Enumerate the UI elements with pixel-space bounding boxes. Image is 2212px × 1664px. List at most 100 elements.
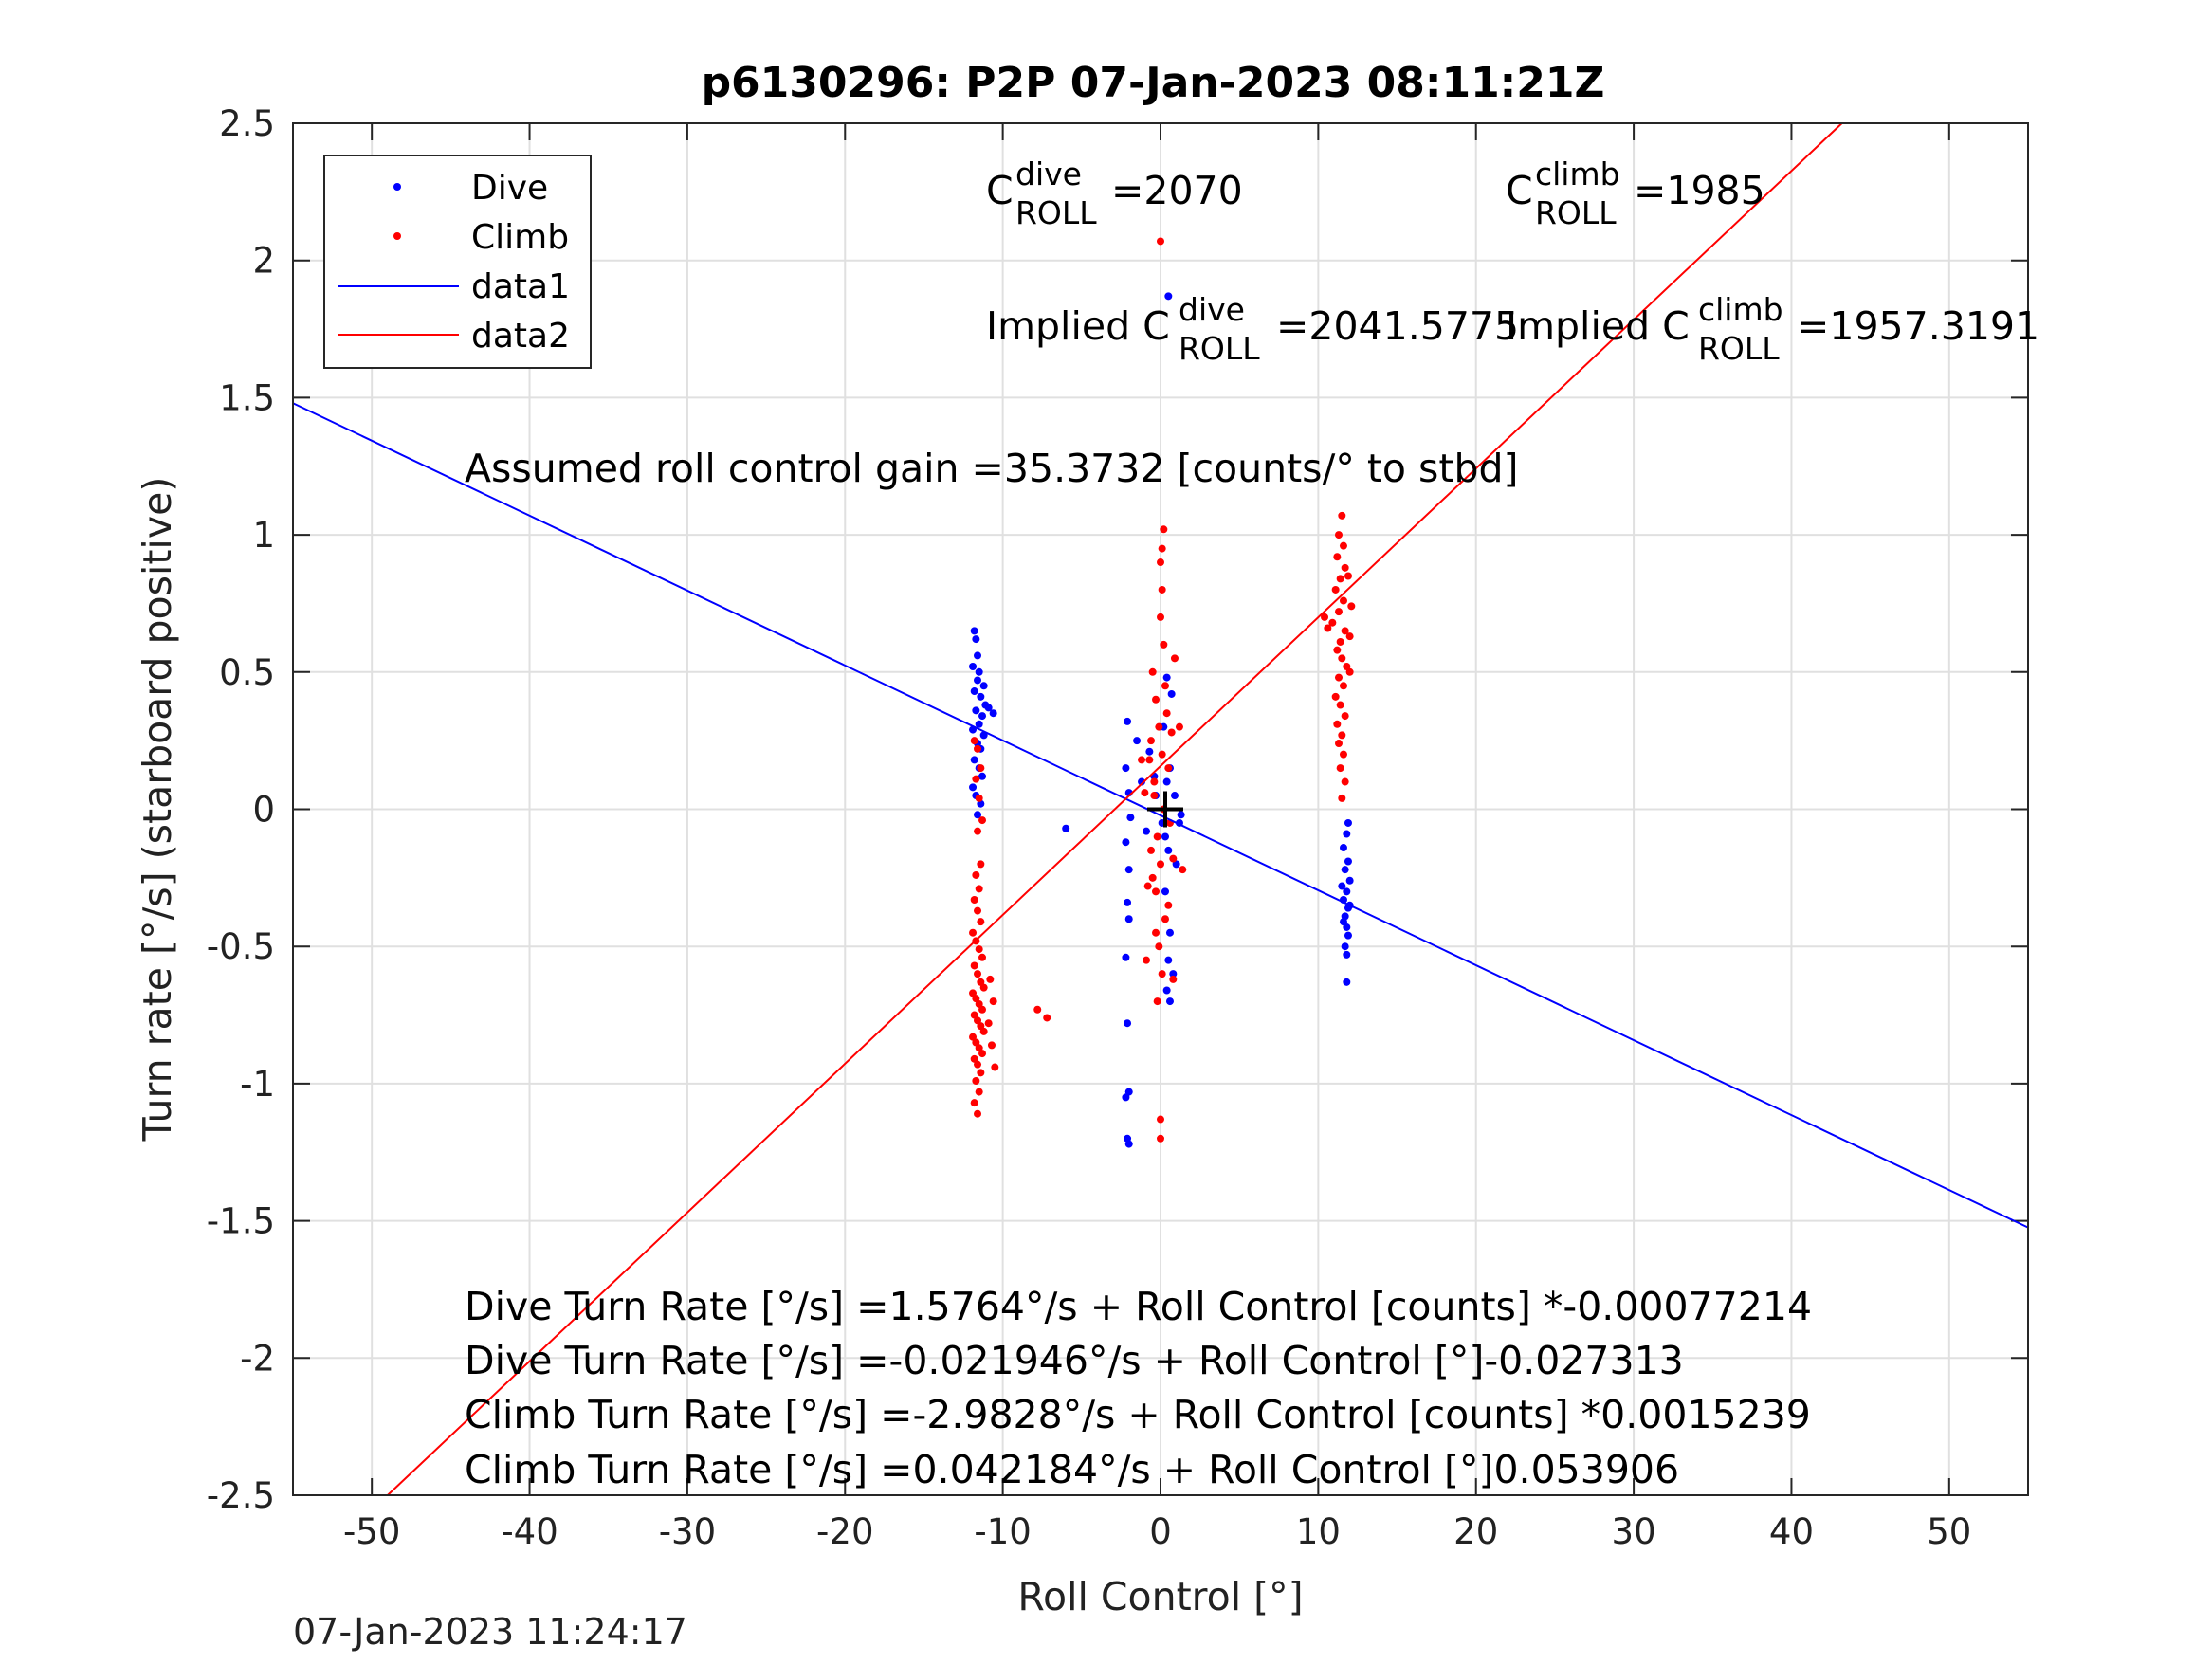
dive-point <box>1138 777 1146 786</box>
annot-implied-climb: Implied C climb ROLL =1957.3191 <box>1506 284 2039 369</box>
dive-point <box>1170 792 1179 800</box>
dive-point <box>1344 818 1352 827</box>
climb-point <box>1157 860 1164 869</box>
climb-point <box>1158 544 1166 553</box>
x-tick-label: -40 <box>501 1511 558 1552</box>
climb-point <box>978 953 987 961</box>
climb-point <box>1143 956 1151 964</box>
legend-dive-label: Dive <box>471 169 548 208</box>
climb-point <box>975 794 983 802</box>
dive-point <box>1161 832 1169 841</box>
climb-point <box>1153 832 1161 841</box>
climb-point <box>975 885 983 893</box>
climb-point <box>969 928 978 937</box>
annot-climb-croll-value: =1985 <box>1634 168 1765 213</box>
fit-line-data2 <box>387 122 1843 1496</box>
climb-point <box>1175 722 1183 731</box>
annot-implied-dive-value: =2041.5775 <box>1276 303 1519 349</box>
climb-point <box>979 1027 988 1035</box>
dive-point <box>1124 898 1132 906</box>
dive-point <box>1343 923 1351 931</box>
annotations <box>1146 791 1183 828</box>
annot-implied-climb-sup: climb <box>1698 291 1783 328</box>
dive-point <box>974 676 982 685</box>
annot-climb-croll-sup: climb <box>1535 155 1620 192</box>
climb-point <box>1033 1005 1042 1014</box>
annot-implied-dive-base: Implied C <box>986 303 1170 349</box>
dive-point <box>972 635 980 644</box>
climb-point <box>1336 764 1344 773</box>
dive-point <box>1124 1140 1133 1148</box>
climb-point <box>1148 873 1157 882</box>
climb-point <box>1164 901 1173 909</box>
climb-point <box>1161 682 1169 690</box>
dive-point <box>975 720 983 728</box>
annot-dive-croll-value: =2070 <box>1111 168 1243 213</box>
y-tick-label: -2 <box>240 1338 275 1379</box>
dive-point <box>1169 970 1178 978</box>
climb-point <box>984 1019 993 1028</box>
climb-point <box>1331 585 1340 594</box>
climb-point <box>975 999 983 1008</box>
plot-frame <box>292 122 2029 1496</box>
x-tick-label: -10 <box>974 1511 1031 1552</box>
dive-point <box>1162 777 1171 786</box>
x-tick-label: 50 <box>1927 1511 1971 1552</box>
climb-point <box>1331 692 1340 701</box>
climb-point <box>977 918 985 926</box>
annot-equation-1: Dive Turn Rate [°/s] =1.5764°/s + Roll C… <box>465 1284 1812 1329</box>
climb-point <box>1169 854 1178 863</box>
climb-point <box>1338 511 1346 520</box>
climb-point <box>1152 695 1161 704</box>
x-tick-label: 30 <box>1612 1511 1656 1552</box>
climb-point <box>1158 585 1166 594</box>
annot-gain: Assumed roll control gain =35.3732 [coun… <box>465 446 1519 491</box>
legend-climb-marker <box>393 232 401 240</box>
climb-point <box>1333 720 1342 728</box>
dive-point <box>1162 673 1171 682</box>
dive-point <box>1162 986 1171 995</box>
climb-point <box>975 1044 983 1052</box>
climb-point <box>1157 558 1164 567</box>
climb-point <box>1157 237 1164 246</box>
legend-data2-label: data2 <box>471 317 570 356</box>
dive-point <box>1164 846 1173 854</box>
dive-point <box>1341 942 1349 951</box>
y-tick-label: 1.5 <box>219 377 275 418</box>
annot-implied-dive: Implied C dive ROLL =2041.5775 <box>986 284 1519 369</box>
climb-point <box>1164 764 1173 773</box>
dive-point <box>977 692 985 701</box>
climb-point <box>1147 737 1156 745</box>
dive-point <box>1341 866 1349 874</box>
climb-point <box>1336 637 1344 646</box>
climb-point <box>1333 646 1342 654</box>
dive-point <box>970 756 978 764</box>
x-axis-label: Roll Control [°] <box>1017 1574 1303 1619</box>
climb-point <box>970 737 978 745</box>
timestamp: 07-Jan-2023 11:24:17 <box>293 1611 687 1653</box>
y-tick-label: 0.5 <box>219 652 275 693</box>
dive-point <box>1339 844 1347 852</box>
dive-point <box>1164 956 1173 964</box>
climb-point <box>1345 667 1354 676</box>
climb-point <box>1339 682 1347 690</box>
climb-point <box>1170 654 1179 663</box>
climb-point <box>1138 756 1146 764</box>
climb-point <box>970 1054 978 1063</box>
legend: Dive Climb data1 data2 <box>323 155 592 369</box>
dive-point <box>1122 953 1130 961</box>
dive-point <box>978 772 987 780</box>
climb-point <box>1143 882 1152 890</box>
climb-point <box>970 1099 978 1107</box>
climb-point <box>1167 728 1176 737</box>
dive-point <box>1143 827 1151 835</box>
x-tick-label: 20 <box>1453 1511 1498 1552</box>
climb-point <box>1160 525 1168 534</box>
annot-dive-croll-sup: dive <box>1015 155 1082 192</box>
climb-point <box>1157 613 1164 621</box>
climb-point <box>977 764 985 773</box>
climb-point <box>1333 553 1342 561</box>
dive-point <box>1122 764 1130 773</box>
dive-point <box>975 667 983 676</box>
